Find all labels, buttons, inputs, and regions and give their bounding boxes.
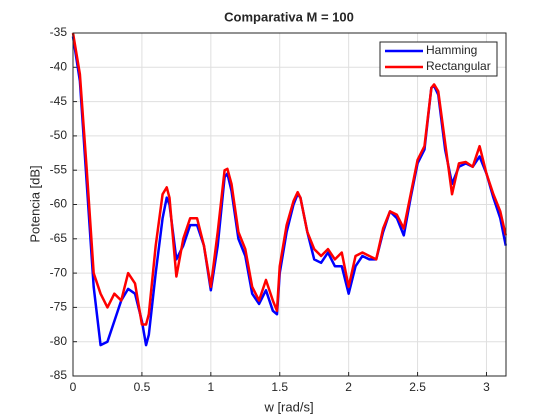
y-tick-label: -55 bbox=[50, 162, 68, 176]
line-series bbox=[71, 32, 507, 326]
y-tick-label: -65 bbox=[50, 231, 68, 245]
legend-label: Rectangular bbox=[426, 59, 491, 73]
x-tick-label: 0.5 bbox=[134, 380, 151, 394]
y-tick-label: -50 bbox=[50, 128, 68, 142]
y-tick-label: -60 bbox=[50, 197, 68, 211]
y-tick-label: -80 bbox=[50, 334, 68, 348]
x-tick-label: 2.5 bbox=[409, 380, 426, 394]
y-axis-label: Potencia [dB] bbox=[27, 165, 42, 242]
y-tick-label: -45 bbox=[50, 94, 68, 108]
x-tick-label: 2 bbox=[345, 380, 352, 394]
x-tick-label: 1.5 bbox=[271, 380, 288, 394]
chart-title: Comparativa M = 100 bbox=[224, 9, 354, 24]
x-tick-label: 0 bbox=[70, 380, 77, 394]
x-tick-label: 3 bbox=[483, 380, 490, 394]
axes-box bbox=[72, 32, 507, 377]
x-tick-label: 1 bbox=[207, 380, 214, 394]
y-tick-label: -75 bbox=[50, 300, 68, 314]
legend-label: Hamming bbox=[426, 43, 477, 57]
legend-box bbox=[379, 41, 498, 77]
y-tick-label: -85 bbox=[50, 368, 68, 382]
x-axis-label: w [rad/s] bbox=[263, 399, 313, 414]
y-tick-label: -70 bbox=[50, 265, 68, 279]
y-tick-label: -40 bbox=[50, 59, 68, 73]
y-tick-label: -35 bbox=[50, 25, 68, 39]
